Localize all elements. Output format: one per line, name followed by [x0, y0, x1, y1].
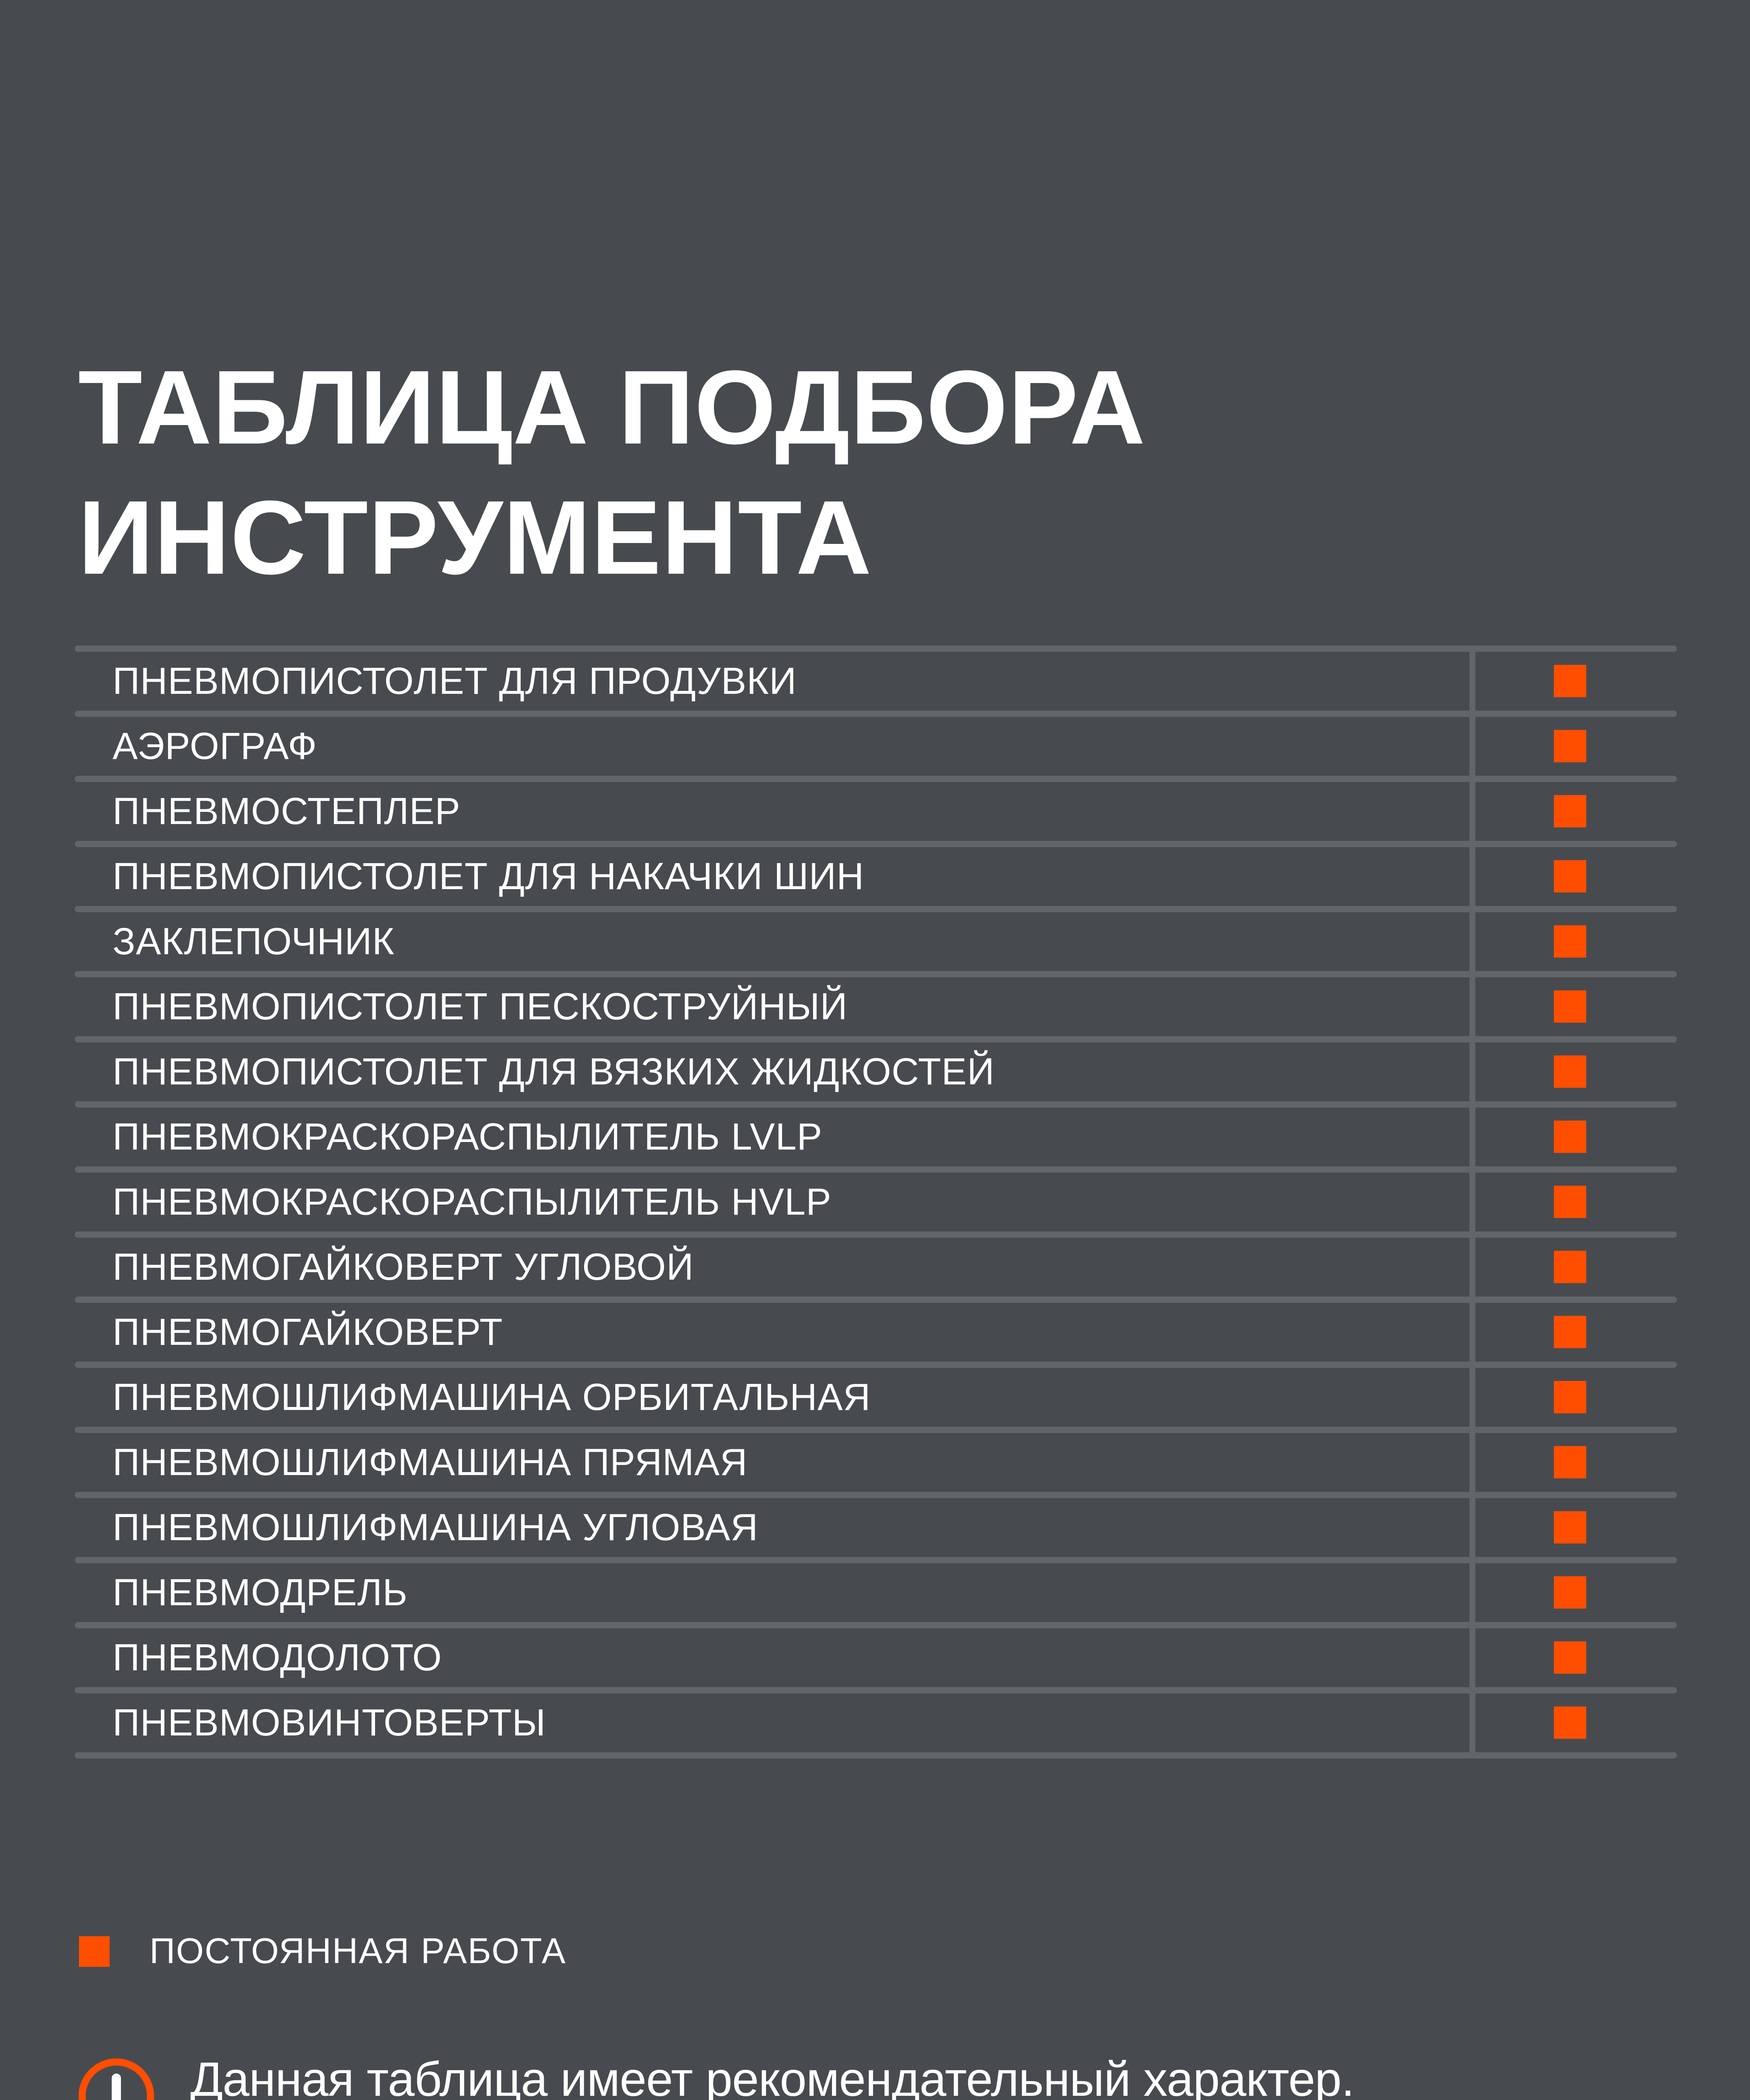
constant-work-marker [1554, 1121, 1586, 1153]
table-column-divider [1469, 646, 1475, 1759]
table-row: ПНЕВМОКРАСКОРАСПЫЛИТЕЛЬ LVLP [75, 1101, 1677, 1166]
table-row: ПНЕВМОСТЕПЛЕР [75, 776, 1677, 841]
constant-work-marker [1554, 1641, 1586, 1674]
table-row: ПНЕВМОШЛИФМАШИНА ОРБИТАЛЬНАЯ [75, 1362, 1677, 1427]
table-row: ПНЕВМОКРАСКОРАСПЫЛИТЕЛЬ HVLP [75, 1166, 1677, 1231]
table-row: ПНЕВМОПИСТОЛЕТ ДЛЯ ВЯЗКИХ ЖИДКОСТЕЙ [75, 1036, 1677, 1101]
row-label: ПНЕВМОКРАСКОРАСПЫЛИТЕЛЬ HVLP [113, 1181, 832, 1223]
note-line1: Данная таблица имеет рекомендательный ха… [190, 2053, 1355, 2100]
table-row: ПНЕВМОДОЛОТО [75, 1622, 1677, 1687]
row-label: ПНЕВМОШЛИФМАШИНА ОРБИТАЛЬНАЯ [113, 1376, 871, 1418]
row-label: ПНЕВМОПИСТОЛЕТ ПЕСКОСТРУЙНЫЙ [113, 985, 848, 1028]
page-title-line1: ТАБЛИЦА ПОДБОРА [78, 349, 1146, 466]
row-label: ПНЕВМОГАЙКОВЕРТ [113, 1311, 503, 1353]
constant-work-marker [1554, 1186, 1586, 1218]
constant-work-marker [1554, 795, 1586, 827]
constant-work-marker [1554, 860, 1586, 892]
row-label: ПНЕВМОШЛИФМАШИНА УГЛОВАЯ [113, 1506, 758, 1549]
row-label: ПНЕВМОКРАСКОРАСПЫЛИТЕЛЬ LVLP [113, 1116, 823, 1158]
constant-work-marker [1554, 730, 1586, 762]
row-label: ПНЕВМОГАЙКОВЕРТ УГЛОВОЙ [113, 1246, 694, 1288]
constant-work-marker [1554, 665, 1586, 697]
constant-work-marker [1554, 990, 1586, 1023]
row-label: ПНЕВМОДРЕЛЬ [113, 1571, 408, 1614]
constant-work-marker [1554, 1055, 1586, 1088]
constant-work-marker [1554, 1316, 1586, 1348]
constant-work-marker [1554, 1576, 1586, 1609]
row-label: ЗАКЛЕПОЧНИК [113, 920, 395, 963]
legend-label: ПОСТОЯННАЯ РАБОТА [150, 1931, 567, 1971]
table-row: ЗАКЛЕПОЧНИК [75, 906, 1677, 971]
constant-work-marker [1554, 925, 1586, 958]
page-title: ТАБЛИЦА ПОДБОРА ИНСТРУМЕНТА [78, 342, 1146, 603]
table-row: ПНЕВМОШЛИФМАШИНА ПРЯМАЯ [75, 1427, 1677, 1492]
constant-work-marker [1554, 1251, 1586, 1283]
page-title-line2: ИНСТРУМЕНТА [78, 479, 872, 596]
table-row: ПНЕВМОШЛИФМАШИНА УГЛОВАЯ [75, 1492, 1677, 1557]
constant-work-marker [1554, 1446, 1586, 1478]
table-row: ПНЕВМОПИСТОЛЕТ ДЛЯ ПРОДУВКИ [75, 646, 1677, 711]
table-row: ПНЕВМОГАЙКОВЕРТ [75, 1297, 1677, 1362]
table-row: ПНЕВМОПИСТОЛЕТ ПЕСКОСТРУЙНЫЙ [75, 971, 1677, 1036]
table-row: ПНЕВМОПИСТОЛЕТ ДЛЯ НАКАЧКИ ШИН [75, 841, 1677, 906]
note: Данная таблица имеет рекомендательный ха… [79, 2049, 1566, 2100]
exclamation-icon [79, 2058, 154, 2100]
tool-selection-table: ПНЕВМОПИСТОЛЕТ ДЛЯ ПРОДУВКИ АЭРОГРАФ ПНЕВМ… [75, 646, 1677, 1759]
tool-table-rows: ПНЕВМОПИСТОЛЕТ ДЛЯ ПРОДУВКИ АЭРОГРАФ ПНЕВМ… [75, 646, 1677, 1759]
row-label: АЭРОГРАФ [113, 725, 317, 767]
table-row: ПНЕВМОВИНТОВЕРТЫ [75, 1687, 1677, 1752]
row-label: ПНЕВМОПИСТОЛЕТ ДЛЯ ПРОДУВКИ [113, 660, 797, 702]
exclamation-bar [112, 2073, 121, 2100]
constant-work-marker [1554, 1511, 1586, 1544]
constant-work-marker [1554, 1706, 1586, 1739]
table-row: ПНЕВМОГАЙКОВЕРТ УГЛОВОЙ [75, 1231, 1677, 1297]
row-label: ПНЕВМОВИНТОВЕРТЫ [113, 1701, 546, 1744]
constant-work-legend-marker [79, 1936, 110, 1967]
table-row: ПНЕВМОДРЕЛЬ [75, 1557, 1677, 1622]
row-label: ПНЕВМОСТЕПЛЕР [113, 790, 461, 832]
legend: ПОСТОЯННАЯ РАБОТА [79, 1931, 566, 1972]
note-text: Данная таблица имеет рекомендательный ха… [190, 2049, 1566, 2100]
table-row: АЭРОГРАФ [75, 711, 1677, 776]
row-label: ПНЕВМОДОЛОТО [113, 1636, 442, 1679]
row-label: ПНЕВМОПИСТОЛЕТ ДЛЯ ВЯЗКИХ ЖИДКОСТЕЙ [113, 1050, 995, 1093]
constant-work-marker [1554, 1381, 1586, 1413]
row-label: ПНЕВМОПИСТОЛЕТ ДЛЯ НАКАЧКИ ШИН [113, 855, 864, 898]
row-label: ПНЕВМОШЛИФМАШИНА ПРЯМАЯ [113, 1441, 748, 1483]
